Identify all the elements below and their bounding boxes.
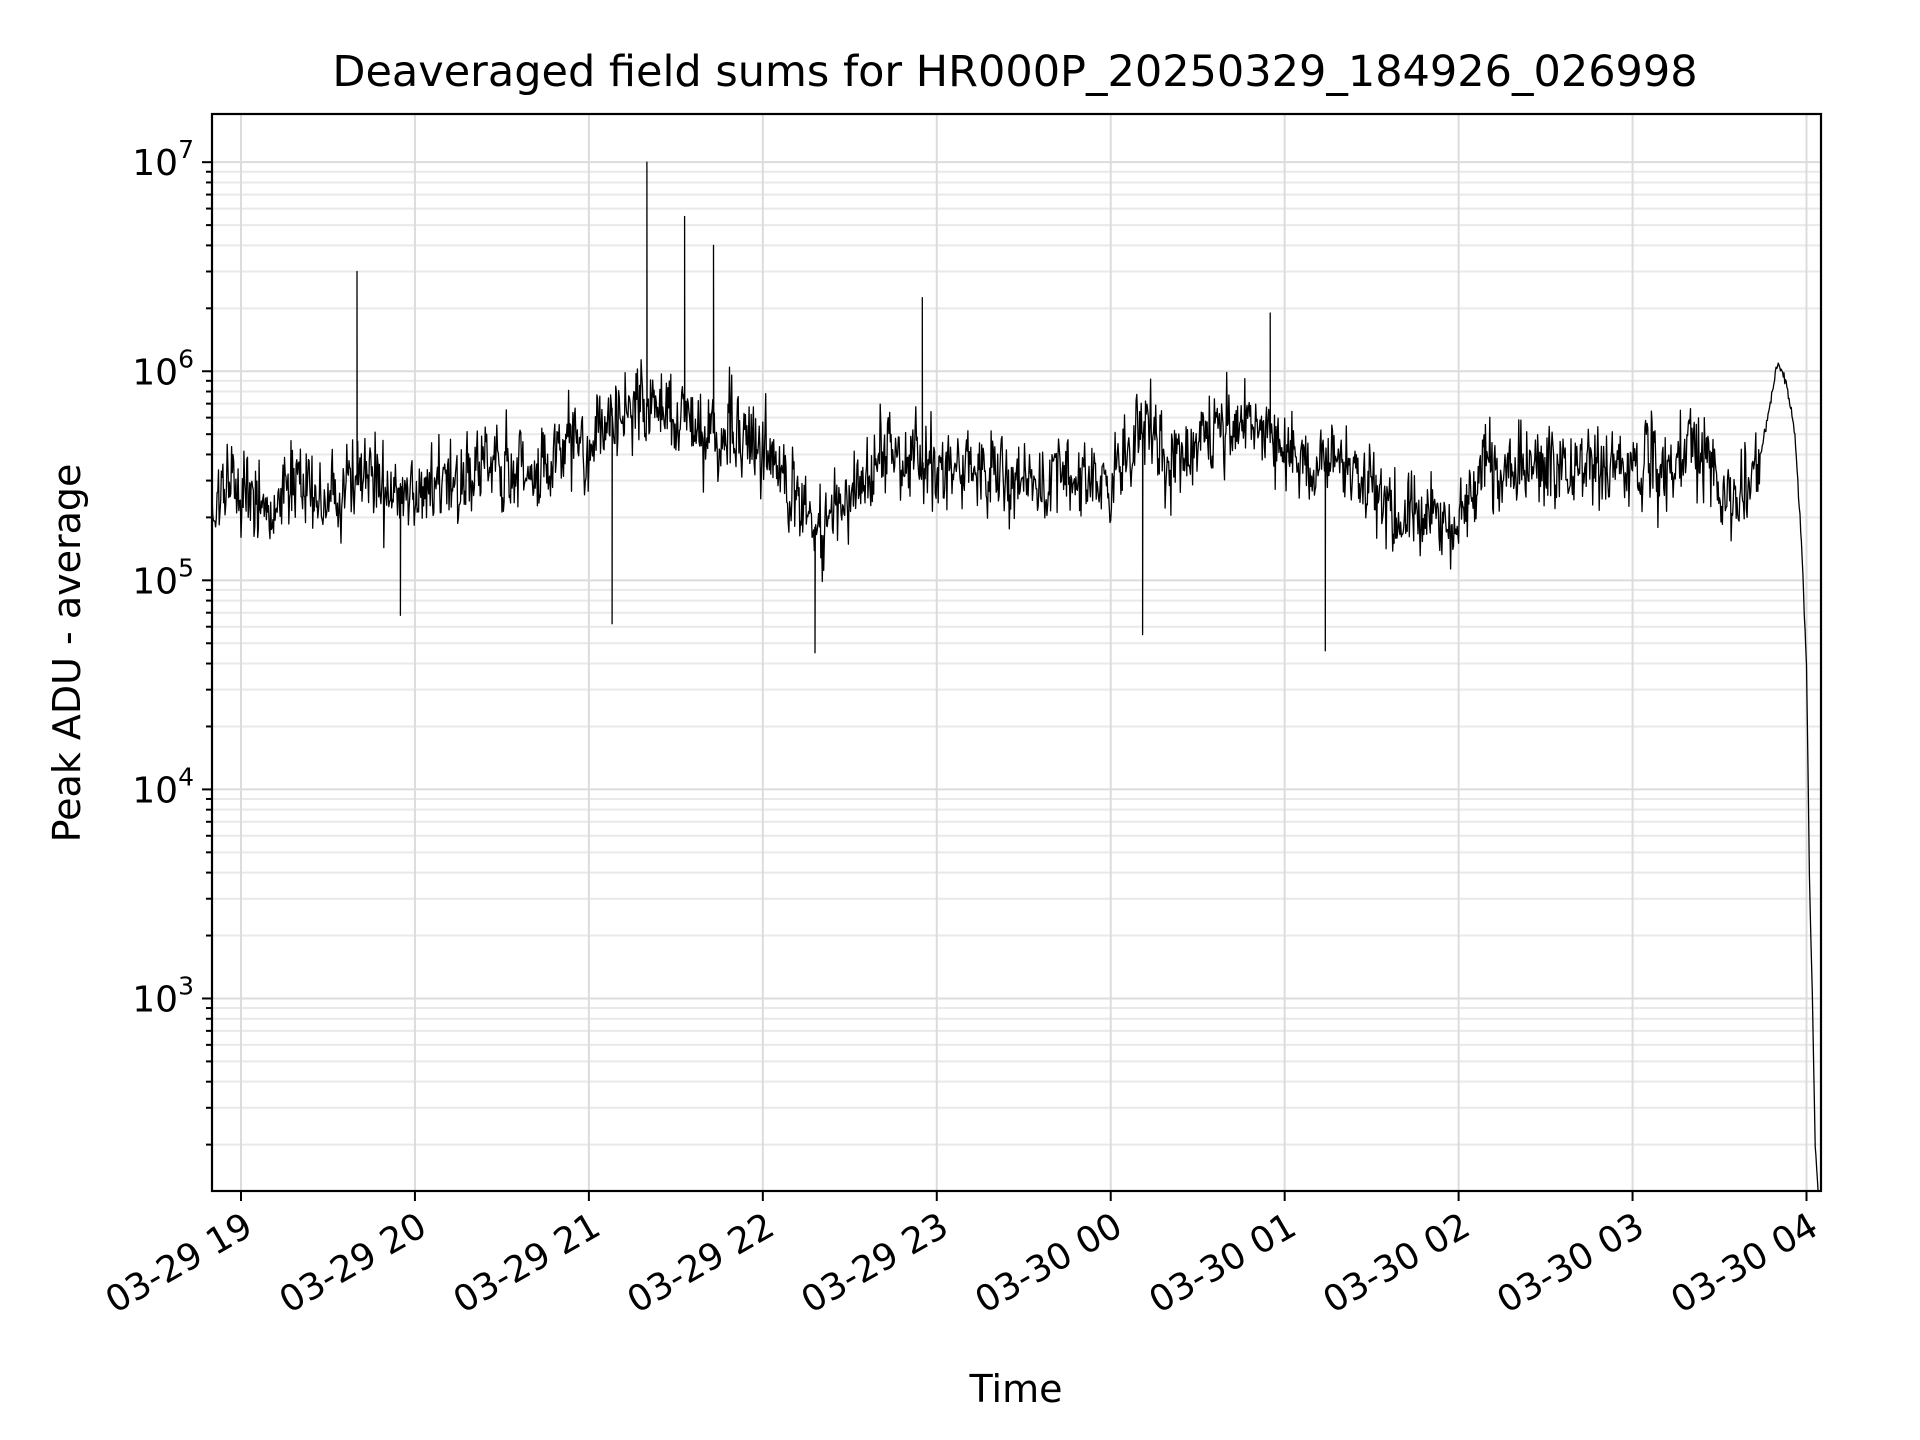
x-tick-label: 03-30 04 xyxy=(1664,1205,1825,1321)
x-tick-label: 03-29 21 xyxy=(447,1205,608,1321)
y-tick-label: 107 xyxy=(132,135,194,184)
y-tick-label: 103 xyxy=(132,971,194,1020)
x-tick-label: 03-30 02 xyxy=(1316,1205,1477,1321)
plot-frame xyxy=(210,112,1823,1193)
grid xyxy=(212,114,1821,1191)
x-tick-label: 03-30 03 xyxy=(1490,1205,1651,1321)
y-tick-label: 105 xyxy=(132,553,194,602)
series-layer xyxy=(211,161,1819,1192)
y-axis: 103 104 105 106 107 xyxy=(132,135,212,1146)
x-tick-label: 03-29 22 xyxy=(621,1205,782,1321)
chart-title: Deaveraged field sums for HR000P_2025032… xyxy=(332,47,1697,97)
x-tick-label: 03-29 20 xyxy=(273,1205,434,1321)
series-line xyxy=(211,161,1819,1192)
x-tick-label: 03-30 00 xyxy=(969,1205,1130,1321)
x-tick-label: 03-29 19 xyxy=(99,1205,260,1321)
x-axis: 03-29 19 03-29 20 03-29 21 03-29 22 03-29 23… xyxy=(99,1191,1825,1322)
x-tick-label: 03-29 23 xyxy=(795,1205,956,1321)
y-tick-label: 104 xyxy=(132,762,194,811)
y-tick-label: 106 xyxy=(132,344,194,393)
x-tick-label: 03-30 01 xyxy=(1142,1205,1303,1321)
y-axis-label: Peak ADU - average xyxy=(45,464,89,843)
x-axis-label: Time xyxy=(969,1367,1063,1411)
